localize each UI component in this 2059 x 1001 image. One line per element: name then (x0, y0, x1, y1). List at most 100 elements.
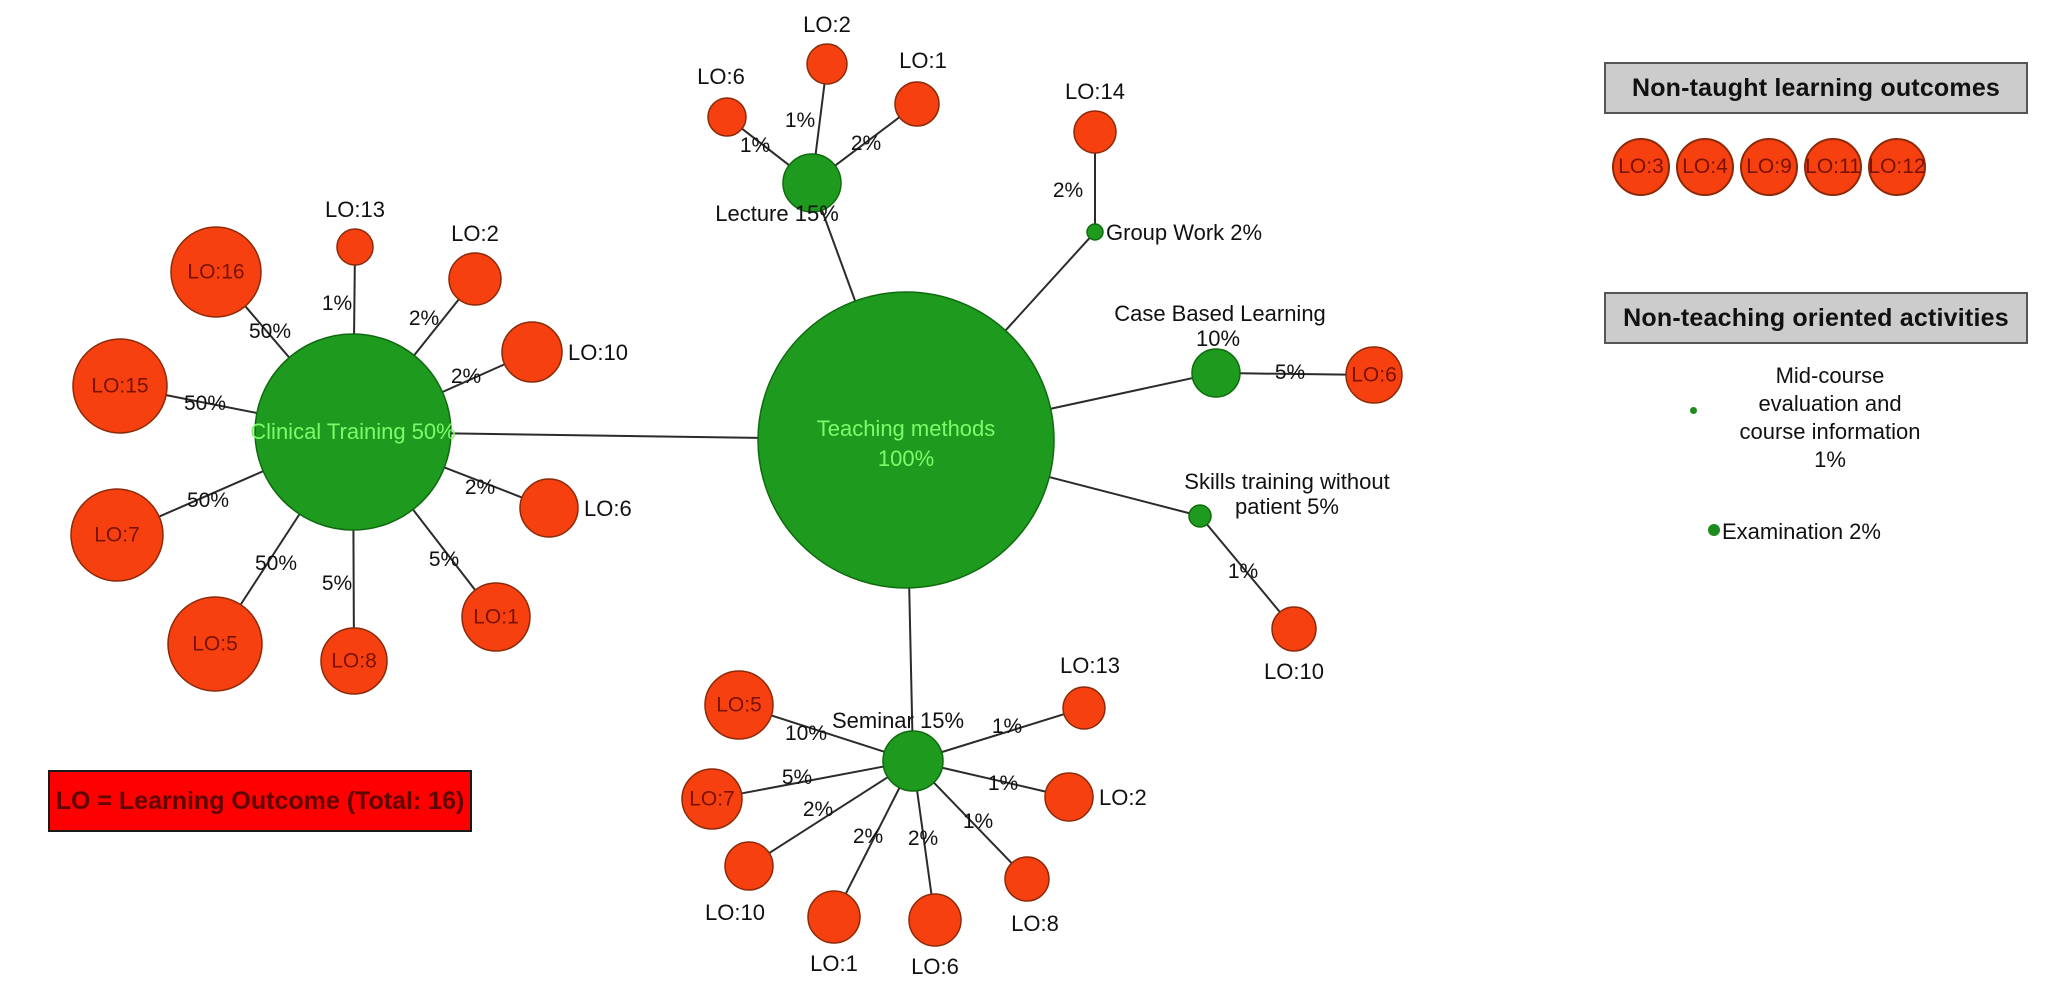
non-taught-outcome-lo-3[interactable]: LO:3 (1612, 138, 1670, 196)
outcome-node-seminar-3[interactable] (807, 890, 861, 944)
outcome-node-clinical-training-0[interactable] (170, 226, 262, 318)
method-label-case-based-learning: Case Based Learning (1114, 301, 1326, 326)
panel-non-teaching-title: Non-teaching oriented activities (1623, 303, 2009, 332)
outcome-label-seminar-2: LO:10 (705, 900, 765, 925)
mid-course-line-3: course information (1739, 419, 1921, 445)
method-node-skills-training[interactable] (1188, 504, 1212, 528)
edge-percent-clinical-training-8: 2% (409, 307, 439, 330)
edge-seminar-to-outcome-1 (741, 765, 884, 795)
outcome-label-seminar-7: LO:13 (1060, 653, 1120, 678)
edge-percent-lecture-1: 1% (785, 109, 815, 132)
outcome-label-lecture-2: LO:1 (899, 48, 947, 73)
method-node-clinical-training[interactable] (254, 333, 452, 531)
outcome-node-clinical-training-6[interactable] (519, 478, 579, 538)
method-label-lecture: Lecture 15% (715, 201, 839, 226)
edge-seminar-to-outcome-0 (771, 714, 885, 753)
outcome-node-clinical-training-4[interactable] (320, 627, 388, 695)
edge-seminar-to-outcome-2 (768, 776, 889, 854)
edge-percent-clinical-training-7: 2% (451, 365, 481, 388)
mid-course-evaluation-dot (1690, 407, 1697, 414)
edge-percent-case-based-learning-0: 5% (1275, 361, 1305, 384)
method-node-seminar[interactable] (882, 730, 944, 792)
edge-percent-clinical-training-0: 50% (249, 320, 291, 343)
outcome-node-lecture-0[interactable] (707, 97, 747, 137)
edge-clinical-training-to-outcome-5 (412, 508, 476, 591)
edge-percent-seminar-4: 2% (908, 827, 938, 850)
outcome-node-clinical-training-5[interactable] (461, 582, 531, 652)
panel-non-taught-title: Non-taught learning outcomes (1631, 73, 2001, 102)
edge-seminar-to-outcome-3 (844, 787, 901, 895)
non-taught-outcome-lo-11[interactable]: LO:11 (1804, 138, 1862, 196)
legend-learning-outcome: LO = Learning Outcome (Total: 16) (48, 770, 472, 832)
outcome-node-lecture-1[interactable] (806, 43, 848, 85)
outcome-node-case-based-learning-0[interactable] (1345, 346, 1403, 404)
outcome-node-seminar-2[interactable] (724, 841, 774, 891)
edge-root-to-clinical-training (450, 432, 759, 439)
outcome-node-skills-training-0[interactable] (1271, 606, 1317, 652)
outcome-label-lecture-1: LO:2 (803, 12, 851, 37)
edge-clinical-training-to-outcome-7 (442, 363, 506, 393)
edge-percent-group-work-0: 2% (1053, 179, 1083, 202)
edge-seminar-to-outcome-6 (942, 766, 1046, 793)
edge-percent-seminar-5: 1% (963, 810, 993, 833)
outcome-label-clinical-training-5: LO:1 (473, 606, 519, 629)
outcome-node-clinical-training-2[interactable] (70, 488, 164, 582)
edge-percent-clinical-training-4: 5% (322, 572, 352, 595)
panel-non-taught-learning-outcomes: Non-taught learning outcomes (1604, 62, 2028, 114)
mid-course-line-4: 1% (1814, 447, 1846, 473)
outcome-node-seminar-6[interactable] (1044, 772, 1094, 822)
outcome-node-clinical-training-8[interactable] (448, 252, 502, 306)
examination-label: Examination 2% (1722, 519, 1881, 544)
edge-clinical-training-to-outcome-2 (158, 470, 264, 518)
edge-percent-seminar-2: 2% (803, 798, 833, 821)
edge-clinical-training-to-outcome-9 (353, 264, 356, 335)
edge-root-to-group-work (1004, 237, 1091, 332)
method-node-case-based-learning[interactable] (1191, 348, 1241, 398)
outcome-label-case-based-learning-0: LO:6 (1351, 364, 1397, 387)
outcome-label-seminar-1: LO:7 (689, 788, 735, 811)
outcome-node-group-work-0[interactable] (1073, 110, 1117, 154)
edge-root-to-lecture (821, 209, 857, 302)
edge-root-to-case-based-learning (1050, 377, 1193, 410)
outcome-node-clinical-training-3[interactable] (167, 596, 263, 692)
method-label-seminar: Seminar 15% (832, 708, 964, 733)
outcome-node-clinical-training-7[interactable] (501, 321, 563, 383)
non-taught-outcome-lo-9[interactable]: LO:9 (1740, 138, 1798, 196)
outcome-label-clinical-training-3: LO:5 (192, 633, 238, 656)
method-label-skills-training: Skills training without (1184, 469, 1389, 494)
edge-percent-seminar-7: 1% (992, 715, 1022, 738)
edge-clinical-training-to-outcome-6 (444, 466, 523, 499)
non-taught-outcome-label: LO:3 (1618, 155, 1664, 178)
root-node-teaching-methods[interactable] (757, 291, 1055, 589)
non-taught-outcome-label: LO:4 (1682, 155, 1728, 178)
outcome-node-seminar-4[interactable] (908, 893, 962, 947)
outcome-label-clinical-training-0: LO:16 (187, 261, 244, 284)
outcome-node-clinical-training-9[interactable] (336, 228, 374, 266)
mid-course-line-1: Mid-course (1775, 363, 1885, 388)
outcome-label-group-work-0: LO:14 (1065, 79, 1125, 104)
method-node-group-work[interactable] (1086, 223, 1104, 241)
outcome-label-skills-training-0: LO:10 (1264, 659, 1324, 684)
edge-percent-seminar-1: 5% (782, 766, 812, 789)
outcome-node-seminar-5[interactable] (1004, 856, 1050, 902)
outcome-node-clinical-training-1[interactable] (72, 338, 168, 434)
outcome-label-seminar-3: LO:1 (810, 951, 858, 976)
outcome-node-lecture-2[interactable] (894, 81, 940, 127)
outcome-node-seminar-0[interactable] (704, 670, 774, 740)
outcome-label-clinical-training-4: LO:8 (331, 650, 377, 673)
edge-clinical-training-to-outcome-1 (165, 394, 258, 414)
non-taught-outcome-label: LO:11 (1805, 155, 1861, 178)
edge-clinical-training-to-outcome-0 (244, 305, 291, 359)
edge-percent-clinical-training-5: 5% (429, 548, 459, 571)
non-taught-outcome-lo-12[interactable]: LO:12 (1868, 138, 1926, 196)
edge-percent-clinical-training-3: 50% (255, 552, 297, 575)
edge-percent-seminar-6: 1% (988, 772, 1018, 795)
outcome-node-seminar-1[interactable] (681, 768, 743, 830)
outcome-node-seminar-7[interactable] (1062, 686, 1106, 730)
outcome-label-seminar-5: LO:8 (1011, 911, 1059, 936)
non-taught-outcome-lo-4[interactable]: LO:4 (1676, 138, 1734, 196)
method-node-lecture[interactable] (782, 153, 842, 213)
edge-root-to-skills-training (1049, 476, 1190, 515)
edge-seminar-to-outcome-4 (916, 790, 933, 895)
